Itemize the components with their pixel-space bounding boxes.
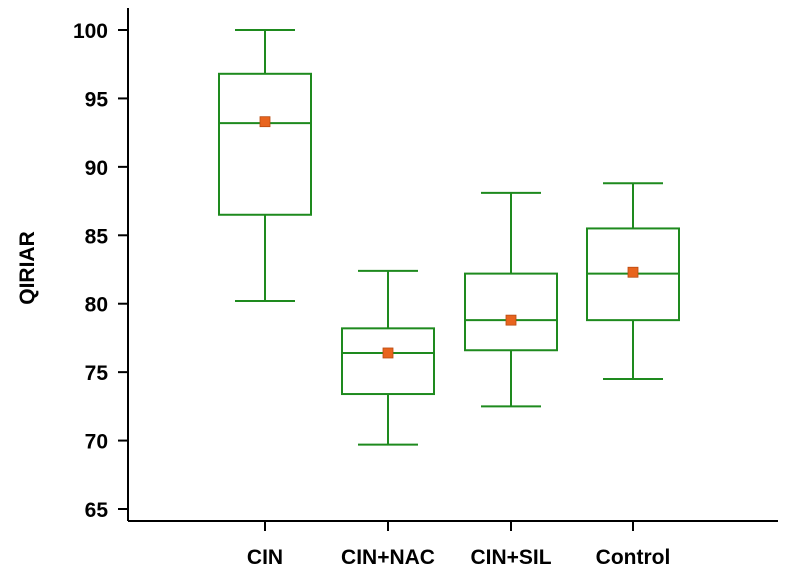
plot-area (127, 8, 778, 522)
y-tick-label: 70 (85, 431, 108, 454)
y-tick-label: 75 (85, 362, 109, 385)
x-category-label: CIN+SIL (470, 546, 551, 569)
y-tick-label: 65 (85, 499, 109, 522)
y-tick-label: 85 (85, 225, 109, 248)
mean-marker (382, 347, 394, 359)
iqr-box (464, 272, 558, 352)
box-group (341, 269, 435, 446)
iqr-box (341, 327, 435, 396)
y-tick-label: 80 (85, 294, 108, 317)
y-tick-label: 95 (85, 88, 109, 111)
y-tick-label: 90 (85, 157, 108, 180)
x-category-label: CIN+NAC (341, 546, 435, 569)
mean-marker (627, 266, 639, 278)
boxes-layer (218, 29, 680, 446)
box-group (586, 182, 680, 380)
mean-marker (259, 116, 271, 128)
box-group (218, 29, 312, 302)
iqr-box (218, 72, 312, 216)
x-category-label: CIN (247, 546, 283, 569)
y-tick-label: 100 (73, 20, 108, 43)
mean-marker (505, 314, 517, 326)
x-axis-ticks: CIN CIN+NAC CIN+SIL Control (247, 521, 670, 569)
x-category-label: Control (596, 546, 671, 569)
y-axis-ticks: 65 70 75 80 85 90 95 100 (73, 20, 128, 522)
y-axis-title: QIRIAR (16, 231, 39, 305)
box-group (464, 191, 558, 408)
